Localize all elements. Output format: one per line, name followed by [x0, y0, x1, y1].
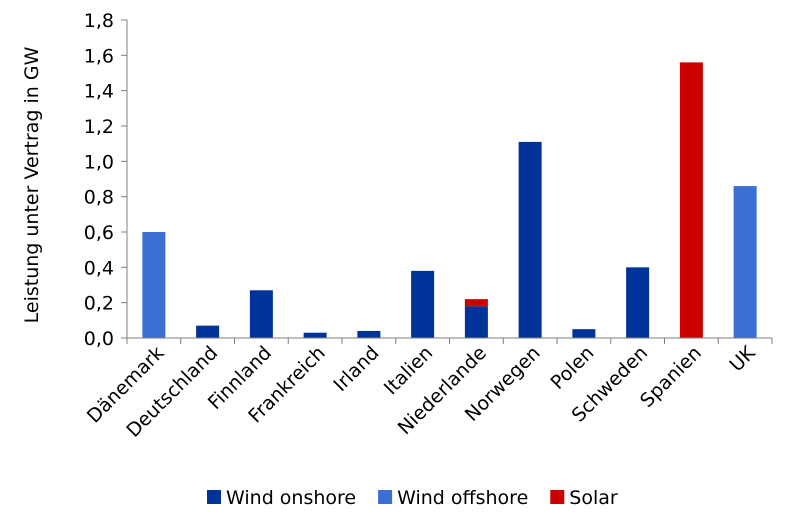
y-tick-label: 1,2: [84, 116, 114, 138]
y-tick-label: 1,6: [84, 45, 114, 67]
bar-uk-wind-offshore: [733, 186, 757, 338]
bars: [142, 62, 757, 339]
y-tick-label: 0,4: [84, 257, 114, 279]
y-tick-label: 0,6: [84, 222, 114, 244]
y-tick-label: 1,4: [84, 81, 114, 103]
bar-deutschland-wind-onshore: [196, 325, 220, 338]
bar-niederlande-wind-onshore: [464, 306, 488, 338]
bar-niederlande-solar: [464, 299, 488, 307]
x-tick-label: Irland: [329, 342, 383, 396]
y-tick-label: 1,8: [84, 10, 114, 32]
legend-swatch: [207, 490, 221, 504]
legend: Wind onshore Wind offshore Solar: [207, 487, 618, 509]
bar-dänemark-wind-offshore: [142, 232, 166, 338]
x-tick-label: Polen: [546, 342, 598, 394]
y-axis: 0,0 0,2 0,4 0,6 0,8 1,0 1,2 1,4 1,6 1,8: [84, 10, 127, 350]
y-tick-label: 1,0: [84, 151, 114, 173]
legend-label: Wind offshore: [397, 487, 528, 509]
y-axis-title: Leistung unter Vertrag in GW: [21, 46, 43, 323]
legend-label: Wind onshore: [226, 487, 356, 509]
y-tick-label: 0,2: [84, 293, 114, 315]
bar-spanien-solar: [679, 62, 703, 339]
bar-norwegen-wind-onshore: [518, 141, 542, 338]
legend-swatch: [550, 490, 565, 504]
bar-schweden-wind-onshore: [626, 267, 650, 338]
bar-polen-wind-onshore: [572, 329, 596, 338]
axes: [126, 20, 773, 344]
x-tick-label: UK: [725, 342, 760, 377]
y-tick-label: 0,0: [84, 328, 114, 350]
bar-irland-wind-onshore: [357, 330, 381, 338]
bar-frankreich-wind-onshore: [303, 332, 327, 338]
bar-finnland-wind-onshore: [249, 290, 273, 338]
bar-italien-wind-onshore: [411, 270, 435, 338]
y-tick-label: 0,8: [84, 187, 114, 209]
legend-label: Solar: [569, 487, 618, 509]
legend-swatch: [378, 490, 393, 504]
